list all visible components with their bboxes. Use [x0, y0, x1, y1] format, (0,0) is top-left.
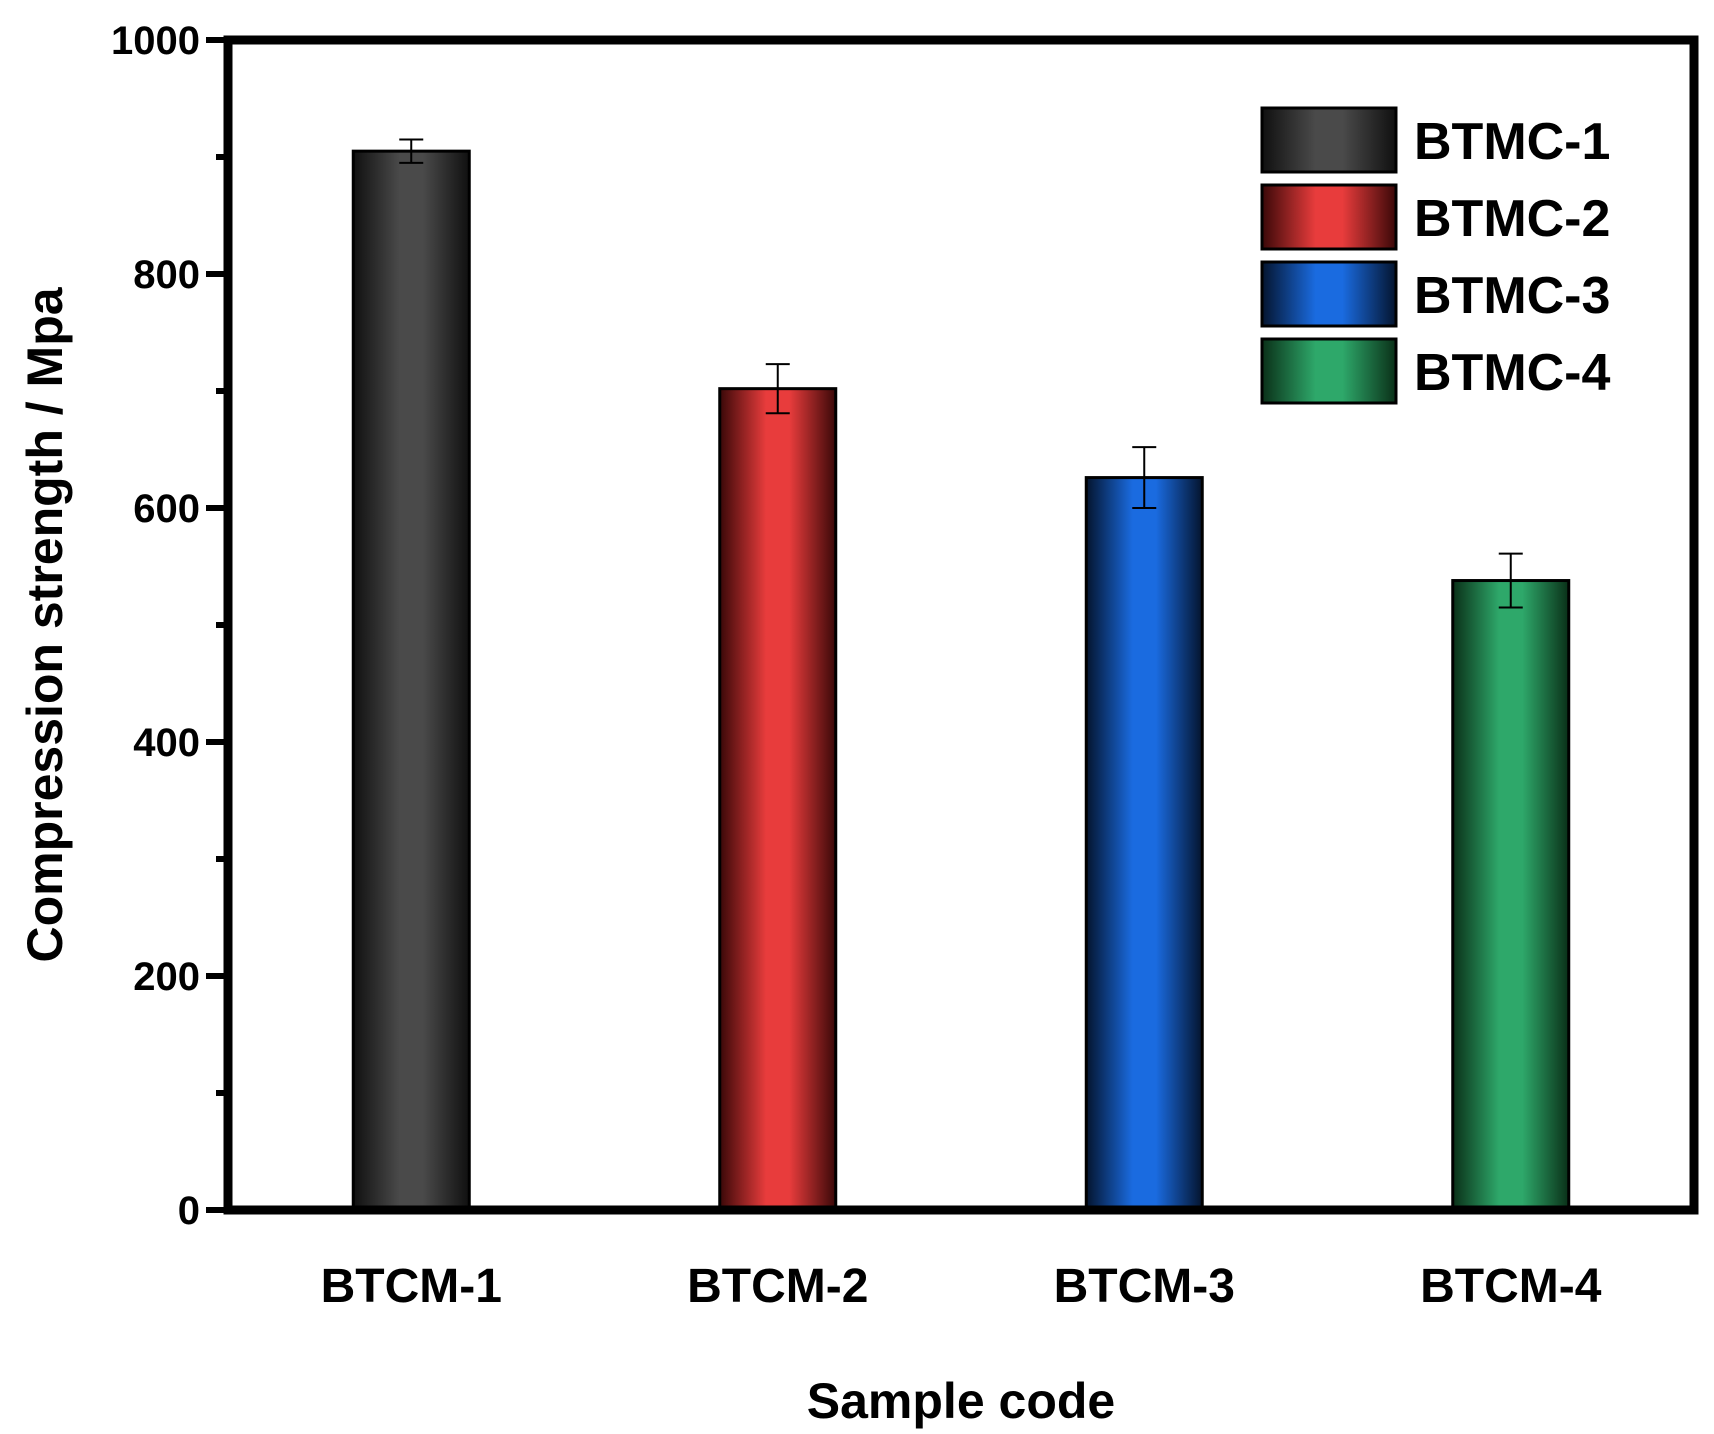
- bar-btcm-3: [1084, 476, 1204, 1212]
- y-axis-title: Compression strength / Mpa: [17, 286, 73, 962]
- bar-btcm-4: [1451, 579, 1571, 1212]
- x-tick-label-btcm-2: BTCM-2: [687, 1260, 868, 1313]
- error-bar-btcm-2: [765, 363, 790, 415]
- x-tick-label-btcm-4: BTCM-4: [1420, 1260, 1602, 1313]
- x-tick-label-btcm-1: BTCM-1: [321, 1260, 502, 1313]
- x-axis-title: Sample code: [807, 1373, 1115, 1429]
- y-tick-label: 200: [133, 955, 200, 999]
- y-axis: 0 200 400 600 800 1000: [111, 19, 228, 1233]
- legend-label-btmc-1: BTMC-1: [1414, 113, 1610, 171]
- legend: BTMC-1 BTMC-2 BTMC-3 BTMC-4: [1260, 106, 1611, 405]
- legend-swatch-btmc-1: [1260, 106, 1398, 174]
- y-tick-label: 1000: [111, 19, 200, 63]
- legend-label-btmc-3: BTMC-3: [1414, 267, 1610, 325]
- error-bar-btcm-1: [399, 138, 424, 164]
- error-bar-btcm-4: [1498, 552, 1523, 609]
- legend-swatch-btmc-2: [1260, 183, 1398, 251]
- bar-btcm-2: [718, 387, 838, 1212]
- y-tick-label: 600: [133, 487, 200, 531]
- x-axis: BTCM-1 BTCM-2 BTCM-3 BTCM-4: [321, 1260, 1602, 1313]
- error-bar-btcm-3: [1132, 446, 1157, 509]
- y-tick-label: 800: [133, 253, 200, 297]
- legend-swatch-btmc-3: [1260, 260, 1398, 328]
- error-bars-layer: [399, 138, 1523, 609]
- y-tick-label: 0: [178, 1189, 200, 1233]
- y-tick-label: 400: [133, 721, 200, 765]
- bar-btcm-1: [351, 149, 471, 1212]
- legend-label-btmc-2: BTMC-2: [1414, 190, 1610, 248]
- legend-swatch-btmc-4: [1260, 337, 1398, 405]
- legend-label-btmc-4: BTMC-4: [1414, 344, 1611, 402]
- x-tick-label-btcm-3: BTCM-3: [1054, 1260, 1235, 1313]
